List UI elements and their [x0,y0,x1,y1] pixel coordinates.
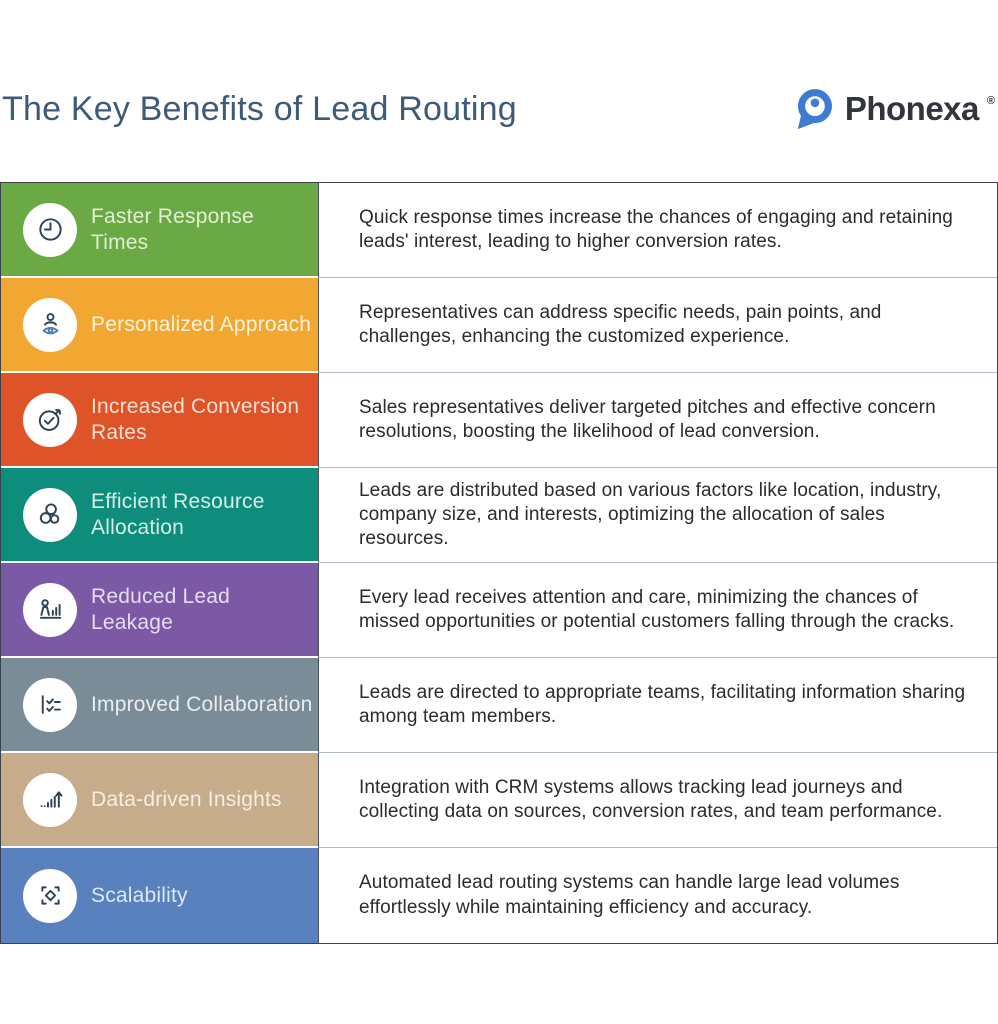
benefit-description: Leads are directed to appropriate teams,… [359,681,966,727]
benefit-header-cell: Improved Collaboration [1,658,318,753]
benefit-description-cell: Integration with CRM systems allows trac… [318,753,997,848]
benefit-title: Reduced Lead Leakage [91,585,231,634]
benefit-description-cell: Leads are directed to appropriate teams,… [318,658,997,753]
benefit-row: Reduced Lead Leakage Every lead receives… [1,563,997,658]
benefit-row: Increased Conversion Rates Sales represe… [1,373,997,468]
benefit-header-cell: Reduced Lead Leakage [1,563,318,658]
benefit-header-cell: Increased Conversion Rates [1,373,318,468]
clock-icon [23,202,77,257]
registered-mark: ® [986,95,995,107]
benefit-description: Every lead receives attention and care, … [359,586,955,632]
benefit-header-cell: Personalized Approach [1,278,318,373]
header: The Key Benefits of Lead Routing Phonexa… [0,86,998,132]
benefit-header-cell: Efficient Resource Allocation [1,468,318,563]
benefit-row: Data-driven Insights Integration with CR… [1,753,997,848]
benefit-title: Scalability [91,883,188,907]
benefits-table: Faster Response Times Quick response tim… [0,182,998,944]
benefit-title: Data-driven Insights [91,787,282,811]
benefit-title: Personalized Approach [91,312,312,336]
benefit-description: Sales representatives deliver targeted p… [359,396,936,442]
benefit-description: Quick response times increase the chance… [359,206,953,252]
benefit-row: Scalability Automated lead routing syste… [1,848,997,943]
benefit-header-cell: Scalability [1,848,318,943]
phonexa-pin-icon [797,89,832,130]
resource-circles-icon [23,487,77,542]
benefit-title: Increased Conversion Rates [91,395,300,444]
benefit-title: Improved Collaboration [91,692,313,716]
benefit-description: Integration with CRM systems allows trac… [359,776,943,822]
benefit-row: Improved Collaboration Leads are directe… [1,658,997,753]
brand-wordmark: Phonexa [844,90,980,127]
collaboration-checklist-icon [23,677,77,732]
benefit-description-cell: Every lead receives attention and care, … [318,563,997,658]
conversion-check-icon [23,392,77,447]
page-title: The Key Benefits of Lead Routing [2,89,517,128]
benefit-row: Personalized Approach Representatives ca… [1,278,997,373]
brand-logo: Phonexa ® [791,86,995,132]
benefit-title: Efficient Resource Allocation [91,490,265,539]
benefit-description-cell: Sales representatives deliver targeted p… [318,373,997,468]
benefit-row: Faster Response Times Quick response tim… [1,183,997,278]
benefit-description-cell: Leads are distributed based on various f… [318,468,997,563]
benefit-description-cell: Representatives can address specific nee… [318,278,997,373]
person-focus-icon [23,297,77,352]
benefit-description: Representatives can address specific nee… [359,301,882,347]
insights-chart-icon [23,772,77,827]
benefit-header-cell: Data-driven Insights [1,753,318,848]
scalability-icon [23,868,77,923]
benefit-row: Efficient Resource Allocation Leads are … [1,468,997,563]
benefit-description-cell: Automated lead routing systems can handl… [318,848,997,943]
benefit-description: Leads are distributed based on various f… [359,479,942,550]
benefit-header-cell: Faster Response Times [1,183,318,278]
benefit-description-cell: Quick response times increase the chance… [318,183,997,278]
benefit-title: Faster Response Times [91,205,254,254]
lead-leakage-icon [23,582,77,637]
benefit-description: Automated lead routing systems can handl… [359,872,900,918]
